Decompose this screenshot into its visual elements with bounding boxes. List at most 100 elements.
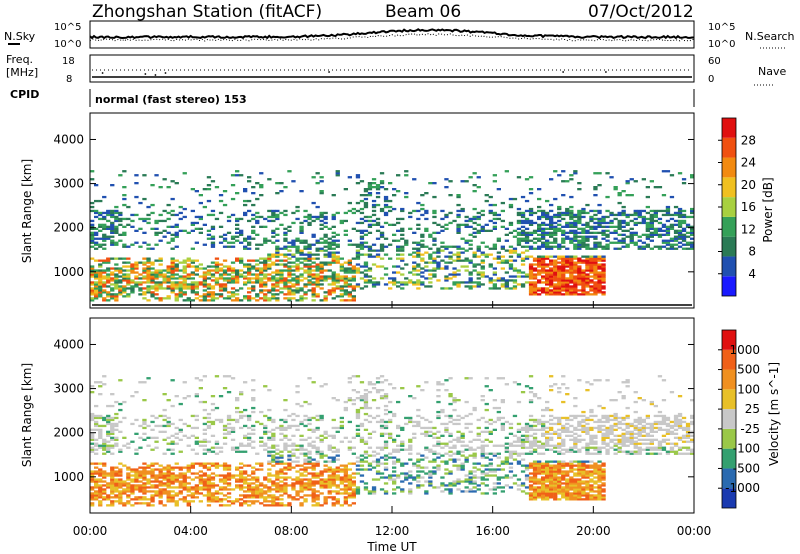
heatmap-cell xyxy=(520,233,526,236)
heatmap-cell xyxy=(291,418,296,422)
heatmap-cell xyxy=(186,257,191,260)
heatmap-cell xyxy=(343,486,348,489)
heatmap-cell xyxy=(396,474,401,477)
heatmap-cell xyxy=(593,271,598,274)
heatmap-cell xyxy=(444,287,449,290)
heatmap-cell xyxy=(174,259,179,262)
heatmap-cell xyxy=(504,259,509,262)
heatmap-cell xyxy=(468,412,473,416)
heatmap-cell xyxy=(432,450,437,453)
heatmap-cell xyxy=(480,452,485,455)
heatmap-cell xyxy=(315,498,320,501)
heatmap-cell xyxy=(633,180,638,183)
heatmap-cell xyxy=(226,488,232,491)
heatmap-cell xyxy=(392,462,397,465)
heatmap-cell xyxy=(255,221,260,225)
heatmap-cell xyxy=(98,424,103,428)
heatmap-cell xyxy=(259,291,264,294)
heatmap-cell xyxy=(315,241,320,244)
heatmap-cell xyxy=(589,293,594,296)
heatmap-cell xyxy=(130,285,135,288)
heatmap-cell xyxy=(230,474,236,477)
heatmap-cell xyxy=(363,393,369,396)
heatmap-cell xyxy=(516,237,522,240)
heatmap-cell xyxy=(456,203,461,207)
heatmap-cell xyxy=(275,496,280,499)
heatmap-cell xyxy=(363,482,369,485)
heatmap-cell xyxy=(267,178,272,181)
heatmap-cell xyxy=(190,281,195,284)
heatmap-cell xyxy=(569,211,574,215)
heatmap-cell xyxy=(327,227,332,230)
heatmap-cell xyxy=(379,426,385,430)
heatmap-cell xyxy=(94,293,99,296)
heatmap-cell xyxy=(275,209,280,213)
heatmap-cell xyxy=(319,434,324,437)
heatmap-cell xyxy=(581,211,586,215)
heatmap-cell xyxy=(218,263,224,266)
heatmap-cell xyxy=(565,259,570,262)
heatmap-cell xyxy=(271,275,276,278)
heatmap-cell xyxy=(102,448,107,451)
heatmap-cell xyxy=(585,223,590,226)
heatmap-cell xyxy=(126,283,131,286)
heatmap-cell xyxy=(194,426,199,430)
heatmap-cell xyxy=(226,281,232,284)
heatmap-cell xyxy=(476,468,481,471)
heatmap-cell xyxy=(532,283,538,286)
heatmap-cell xyxy=(166,498,171,501)
heatmap-cell xyxy=(198,400,203,404)
heatmap-cell xyxy=(255,452,260,455)
heatmap-cell xyxy=(323,468,328,471)
heatmap-cell xyxy=(267,438,272,441)
heatmap-cell xyxy=(383,197,389,201)
heatmap-cell xyxy=(247,287,252,290)
heatmap-cell xyxy=(432,257,437,260)
heatmap-cell xyxy=(444,261,449,264)
heatmap-cell xyxy=(226,273,232,276)
heatmap-cell xyxy=(569,269,574,272)
heatmap-cell xyxy=(355,269,361,272)
heatmap-cell xyxy=(94,209,99,213)
heatmap-cell xyxy=(355,243,361,246)
heatmap-cell xyxy=(363,265,369,268)
heatmap-cell xyxy=(279,472,284,475)
heatmap-cell xyxy=(331,470,336,473)
heatmap-cell xyxy=(222,494,228,497)
heatmap-cell xyxy=(343,261,348,264)
heatmap-cell xyxy=(94,466,99,469)
heatmap-cell xyxy=(504,476,509,479)
heatmap-cell xyxy=(170,442,175,445)
heatmap-cell xyxy=(573,269,578,272)
heatmap-cell xyxy=(295,385,300,388)
heatmap-cell xyxy=(239,470,244,473)
heatmap-cell xyxy=(404,174,409,177)
heatmap-cell xyxy=(508,452,514,455)
heatmap-cell xyxy=(170,281,175,284)
heatmap-cell xyxy=(271,460,276,463)
heatmap-cell xyxy=(218,289,224,292)
heatmap-cell xyxy=(283,255,288,258)
heatmap-cell xyxy=(541,263,546,266)
heatmap-cell xyxy=(235,406,240,410)
heatmap-cell xyxy=(138,217,143,221)
heatmap-cell xyxy=(537,215,542,219)
heatmap-cell xyxy=(500,490,505,493)
heatmap-cell xyxy=(613,217,618,221)
heatmap-cell xyxy=(343,293,348,296)
heatmap-cell xyxy=(186,476,191,479)
heatmap-cell xyxy=(271,241,276,244)
heatmap-cell xyxy=(363,201,369,205)
heatmap-cell xyxy=(283,426,288,430)
heatmap-cell xyxy=(102,470,107,473)
heatmap-cell xyxy=(528,213,534,217)
heatmap-cell xyxy=(327,243,332,246)
heatmap-cell xyxy=(230,271,236,274)
heatmap-cell xyxy=(134,452,139,455)
heatmap-cell xyxy=(210,486,216,489)
heatmap-cell xyxy=(307,482,312,485)
heatmap-cell xyxy=(351,285,356,288)
heatmap-cell xyxy=(335,211,340,215)
heatmap-cell xyxy=(416,265,421,268)
